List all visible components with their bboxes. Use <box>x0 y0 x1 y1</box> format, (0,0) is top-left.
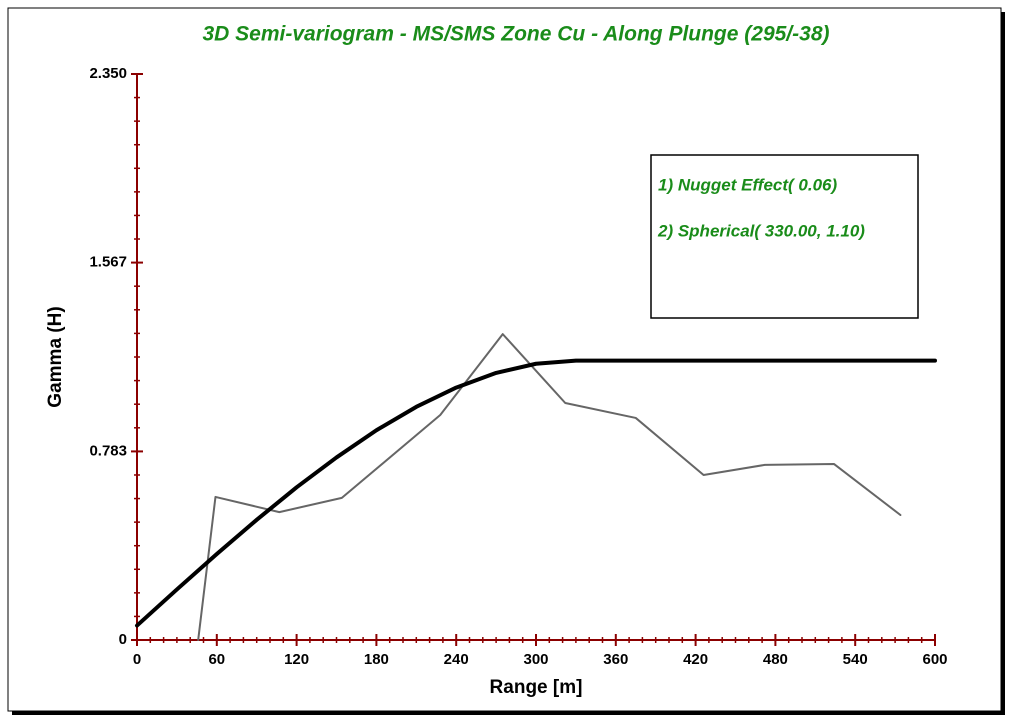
x-tick-label: 120 <box>284 651 309 668</box>
x-tick-label: 300 <box>523 651 548 668</box>
legend-entry: 1) Nugget Effect( 0.06) <box>658 175 838 194</box>
x-tick-label: 0 <box>133 651 141 668</box>
x-tick-label: 360 <box>603 651 628 668</box>
y-tick-label: 0 <box>119 631 127 648</box>
x-tick-label: 600 <box>922 651 947 668</box>
legend-box <box>650 154 919 319</box>
legend-entry: 2) Spherical( 330.00, 1.10) <box>657 221 865 240</box>
x-tick-label: 60 <box>208 651 225 668</box>
x-axis-label: Range [m] <box>490 677 583 698</box>
y-axis-label: Gamma (H) <box>45 306 66 407</box>
y-tick-label: 2.350 <box>89 65 127 82</box>
y-tick-label: 1.567 <box>89 254 127 271</box>
chart-title: 3D Semi-variogram - MS/SMS Zone Cu - Alo… <box>203 23 830 46</box>
series-line <box>135 358 937 628</box>
x-tick-label: 240 <box>444 651 469 668</box>
x-tick-label: 540 <box>843 651 868 668</box>
x-tick-label: 420 <box>683 651 708 668</box>
x-tick-label: 480 <box>763 651 788 668</box>
x-tick-label: 180 <box>364 651 389 668</box>
y-tick-label: 0.783 <box>89 442 127 459</box>
